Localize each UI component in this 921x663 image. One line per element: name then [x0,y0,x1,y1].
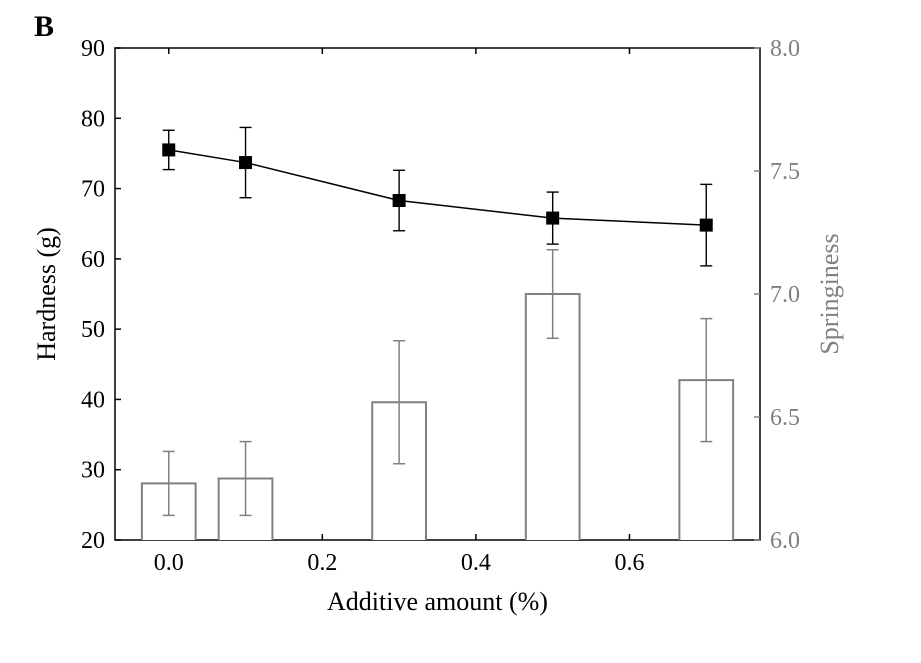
yleft-tick-label: 30 [81,458,105,484]
yleft-tick-label: 40 [81,387,105,413]
x-axis-label: Additive amount (%) [327,587,548,616]
yleft-tick-label: 80 [81,106,105,132]
yright-tick-label: 6.0 [770,528,800,554]
x-tick-label: 0.2 [307,550,337,576]
yleft-tick-label: 90 [81,36,105,62]
x-tick-label: 0.6 [614,550,644,576]
yright-tick-label: 6.5 [770,405,800,431]
hardness-marker [163,144,175,156]
axes-frame [115,48,760,540]
yleft-axis-label: Hardness (g) [32,227,61,361]
chart: 0.0 0.2 0.4 0.6 Additive amount (%) 20 30 40 50 6… [0,0,921,663]
hardness-marker [547,212,559,224]
yleft-tick-label: 50 [81,317,105,343]
yright-tick-label: 7.0 [770,282,800,308]
hardness-marker [240,157,252,169]
yright-axis-label: Springiness [815,233,844,354]
yright-tick-label: 7.5 [770,159,800,185]
yleft-tick-label: 60 [81,247,105,273]
x-tick-label: 0.4 [461,550,491,576]
hardness-marker [700,219,712,231]
yleft-tick-label: 70 [81,177,105,203]
hardness-marker [393,195,405,207]
yleft-tick-label: 20 [81,528,105,554]
x-tick-label: 0.0 [154,550,184,576]
yright-tick-label: 8.0 [770,36,800,62]
